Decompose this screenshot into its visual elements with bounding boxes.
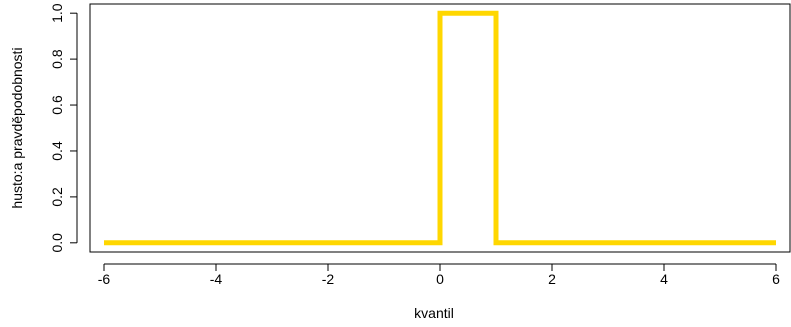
y-tick-label: 0.0 bbox=[49, 233, 65, 253]
y-axis-title: husto:a pravděpodobnosti bbox=[9, 47, 25, 208]
y-tick-label: 0.2 bbox=[49, 187, 65, 207]
x-tick-label: -6 bbox=[98, 271, 111, 287]
x-tick-label: -2 bbox=[322, 271, 335, 287]
x-tick-label: -4 bbox=[210, 271, 223, 287]
y-tick-label: 0.8 bbox=[49, 49, 65, 69]
x-tick-label: 0 bbox=[436, 271, 444, 287]
y-tick-label: 1.0 bbox=[49, 3, 65, 23]
x-tick-label: 6 bbox=[772, 271, 780, 287]
x-axis-title: kvantil bbox=[414, 305, 454, 321]
x-tick-label: 4 bbox=[660, 271, 668, 287]
x-tick-label: 2 bbox=[548, 271, 556, 287]
series-group bbox=[104, 10, 776, 246]
plot-frame bbox=[89, 3, 791, 253]
y-tick-label: 0.4 bbox=[49, 141, 65, 161]
series-line-0 bbox=[104, 10, 776, 246]
plot-box bbox=[89, 3, 791, 253]
y-tick-label: 0.6 bbox=[49, 95, 65, 115]
y-axis: 0.0 0.2 0.4 0.6 0.8 1.0 bbox=[49, 3, 78, 253]
x-axis: -6 -4 -2 0 2 4 6 bbox=[98, 263, 780, 287]
